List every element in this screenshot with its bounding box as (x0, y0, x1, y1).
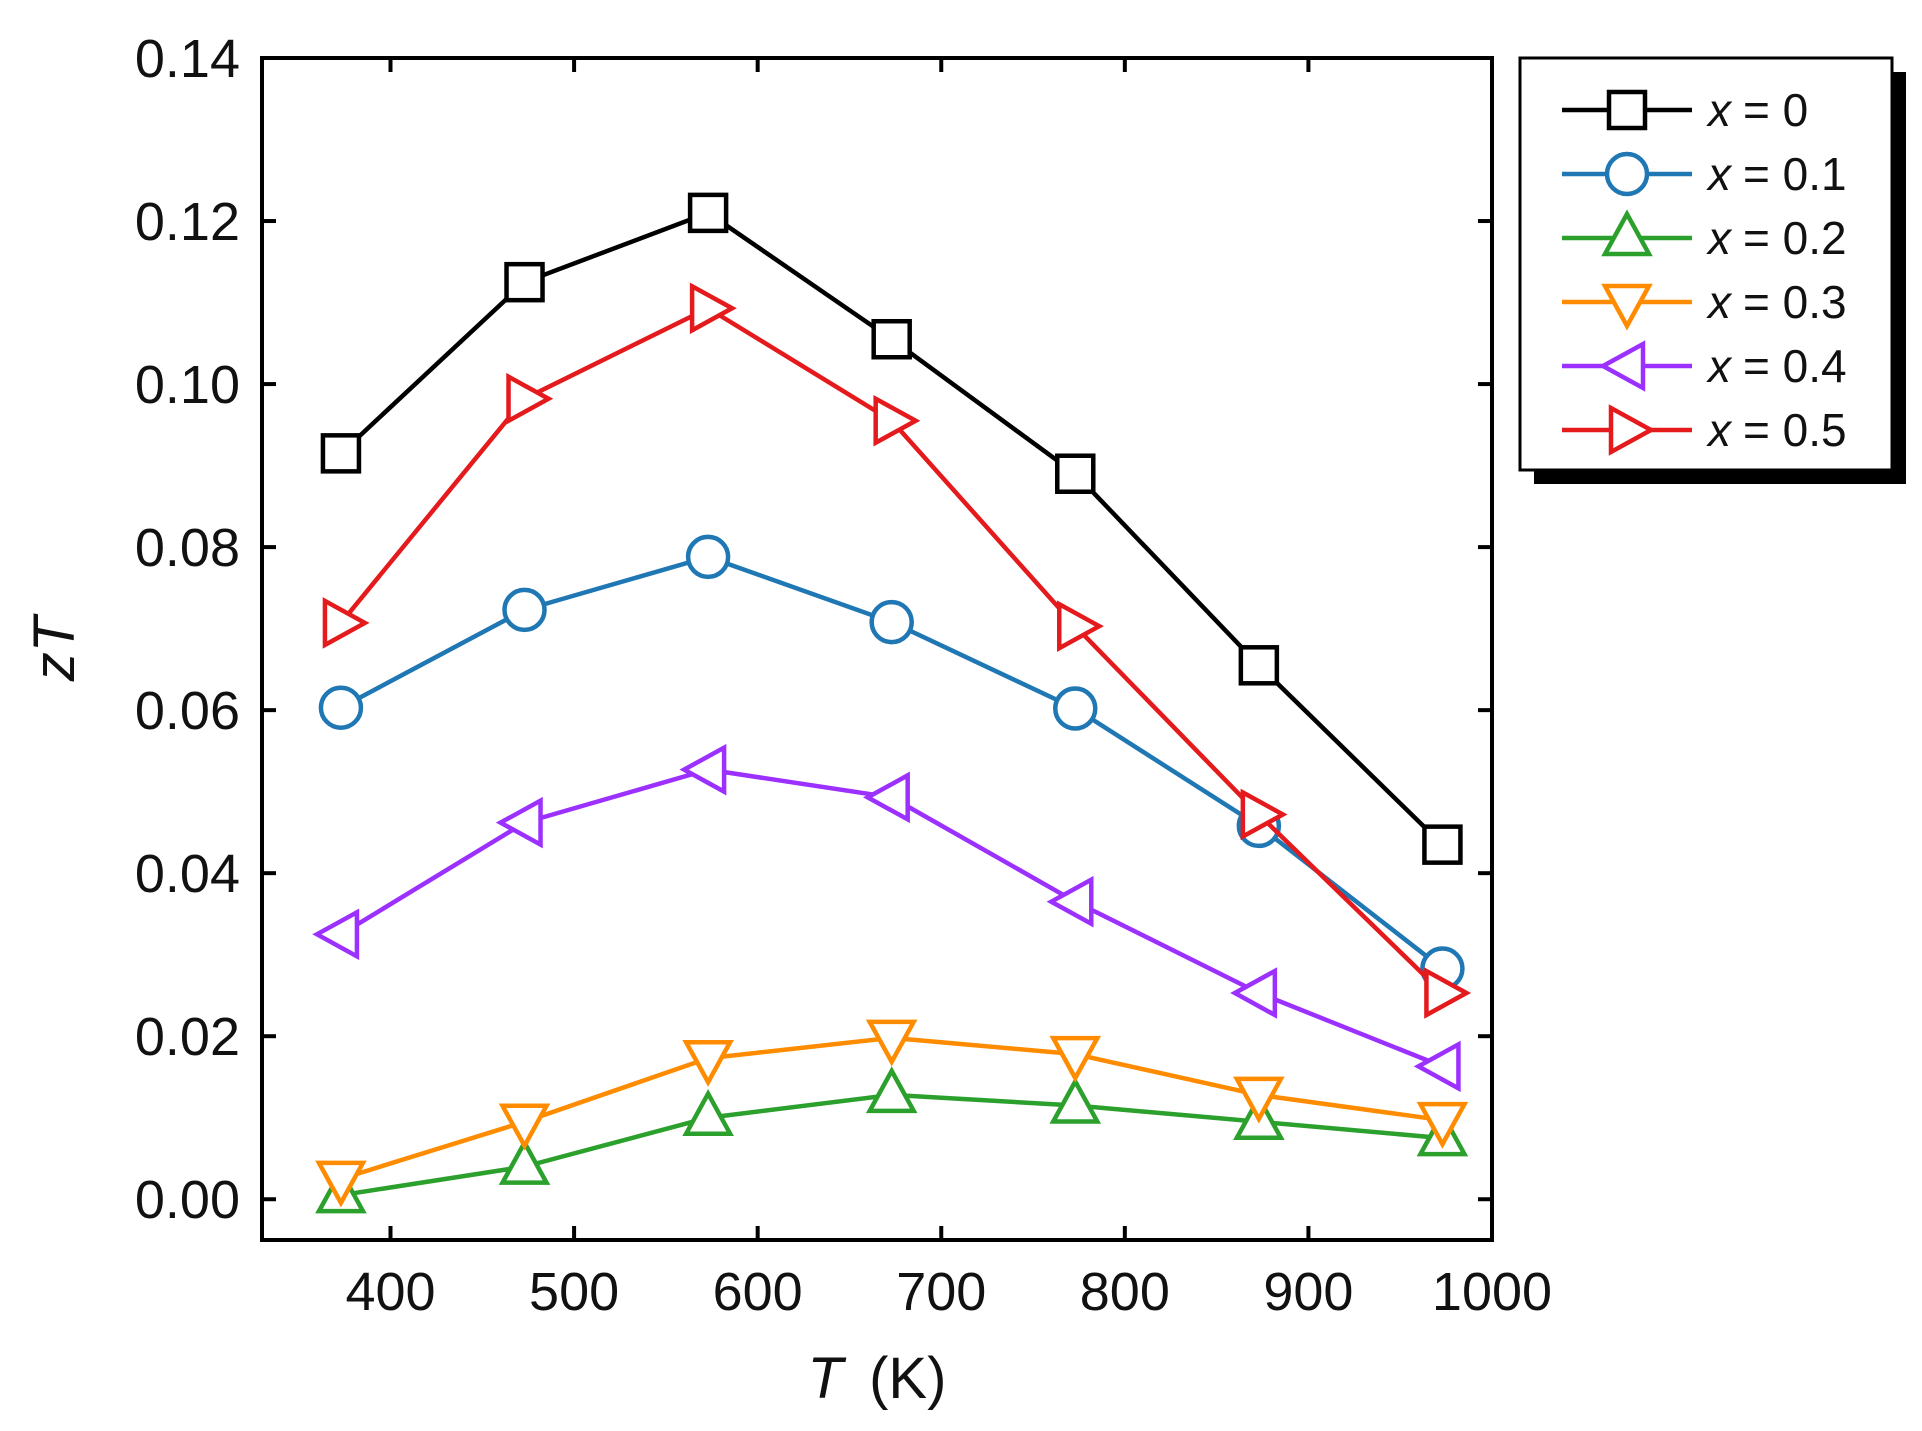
data-point-triangle-right (322, 597, 370, 649)
legend-eq: = 0.2 (1743, 212, 1847, 264)
y-tick-label: 0.04 (135, 844, 240, 904)
legend-var: x (1706, 84, 1733, 136)
legend-item: x = 0.2 (1562, 209, 1847, 264)
data-series (312, 192, 1472, 1214)
data-point-triangle-down (1233, 1076, 1285, 1124)
data-point-triangle-up (498, 1137, 551, 1185)
data-point-triangle-up (682, 1089, 734, 1136)
legend-eq: = 0.4 (1743, 340, 1847, 392)
legend-var: x (1706, 404, 1733, 456)
x-tick-label: 900 (1263, 1262, 1353, 1322)
data-point-triangle-down (315, 1160, 367, 1208)
data-point-triangle-down (1049, 1035, 1102, 1083)
data-point-square (1422, 824, 1463, 865)
series-x-0-3 (315, 1019, 1469, 1208)
y-tick-label: 0.10 (135, 355, 240, 415)
data-point-triangle-down (498, 1103, 551, 1151)
data-point-square (504, 261, 545, 303)
legend-label: x = 0.1 (1706, 148, 1847, 200)
legend-eq: = 0.5 (1743, 404, 1847, 456)
legend-marker-circle (1604, 151, 1650, 197)
data-point-triangle-left (679, 743, 727, 796)
x-tick-label: 400 (345, 1262, 435, 1322)
y-tick-label: 0.02 (135, 1007, 240, 1067)
data-point-triangle-up (1049, 1076, 1102, 1124)
legend-label: x = 0.4 (1706, 340, 1847, 392)
legend-label: x = 0 (1706, 84, 1808, 136)
y-tick-label: 0.08 (135, 518, 240, 578)
legend-marker-triangle-down (1601, 283, 1653, 331)
x-tick-label: 700 (896, 1262, 986, 1322)
legend-eq: = 0.1 (1743, 148, 1847, 200)
legend-item: x = 0.5 (1562, 404, 1847, 456)
data-point-square (871, 318, 912, 360)
legend-eq: = 0.3 (1743, 276, 1847, 328)
y-tick-label: 0.14 (135, 29, 240, 89)
data-point-circle (1053, 686, 1098, 731)
data-point-triangle-left (495, 796, 543, 849)
legend-box (1518, 56, 1894, 472)
data-point-triangle-left (863, 771, 910, 824)
y-tick-label: 0.00 (135, 1170, 240, 1230)
series-x-0-4 (312, 743, 1461, 1093)
data-point-square (1238, 645, 1280, 686)
legend-label: x = 0.3 (1706, 276, 1847, 328)
legend-eq: = 0 (1743, 84, 1808, 136)
data-point-triangle-right (689, 282, 737, 335)
data-point-circle (685, 534, 731, 580)
data-point-square (320, 433, 362, 474)
legend-item: x = 0.1 (1562, 148, 1847, 200)
x-tick-label: 600 (713, 1262, 803, 1322)
data-point-square (1055, 453, 1096, 494)
legend-var: x (1706, 212, 1733, 264)
data-point-triangle-right (1057, 600, 1104, 652)
data-point-circle (869, 599, 914, 645)
data-point-triangle-right (506, 372, 554, 425)
legend-marker-triangle-left (1598, 340, 1646, 392)
series-x-0 (320, 192, 1463, 865)
plot-area-frame (260, 56, 1494, 1242)
x-axis-title: T (K) (808, 1346, 947, 1411)
legend-var: x (1706, 148, 1733, 200)
data-point-square (687, 192, 729, 234)
tick-labels: 0.00 0.02 0.04 0.06 0.08 0.10 0.12 0.14 400 500 60… (135, 29, 1552, 1322)
legend-marker-triangle-right (1608, 404, 1656, 456)
data-point-triangle-left (1230, 967, 1278, 1019)
x-axis-symbol: T (808, 1346, 847, 1411)
y-tick-label: 0.12 (135, 192, 240, 252)
x-axis-unit: (K) (869, 1346, 946, 1411)
x-tick-label: 1000 (1432, 1262, 1552, 1322)
legend-item: x = 0.4 (1562, 340, 1847, 392)
legend-item: x = 0 (1562, 84, 1808, 136)
legend-marker-square (1606, 89, 1648, 131)
data-point-circle (502, 587, 547, 633)
data-point-triangle-right (873, 394, 921, 447)
legend-var: x (1706, 276, 1733, 328)
y-axis-title: zT (22, 613, 87, 682)
series-x-0-5 (322, 282, 1472, 1019)
x-tick-label: 800 (1080, 1262, 1170, 1322)
legend-label: x = 0.2 (1706, 212, 1847, 264)
legend-label: x = 0.5 (1706, 404, 1847, 456)
data-point-triangle-right (1240, 788, 1288, 841)
data-point-triangle-down (1416, 1101, 1469, 1149)
data-point-triangle-left (1046, 875, 1094, 928)
legend-marker-triangle-up (1601, 209, 1653, 257)
y-tick-label: 0.06 (135, 681, 240, 741)
data-point-triangle-up (865, 1066, 918, 1114)
data-point-triangle-down (682, 1039, 734, 1087)
data-point-triangle-right (1424, 967, 1472, 1019)
legend-item: x = 0.3 (1562, 276, 1847, 331)
x-tick-label: 500 (529, 1262, 619, 1322)
data-point-triangle-left (1413, 1040, 1461, 1093)
data-point-triangle-left (312, 908, 360, 961)
data-point-circle (318, 685, 364, 730)
data-point-triangle-down (865, 1019, 918, 1067)
legend: x = 0x = 0.1x = 0.2x = 0.3x = 0.4x = 0.5 (1518, 56, 1906, 484)
legend-var: x (1706, 340, 1733, 392)
